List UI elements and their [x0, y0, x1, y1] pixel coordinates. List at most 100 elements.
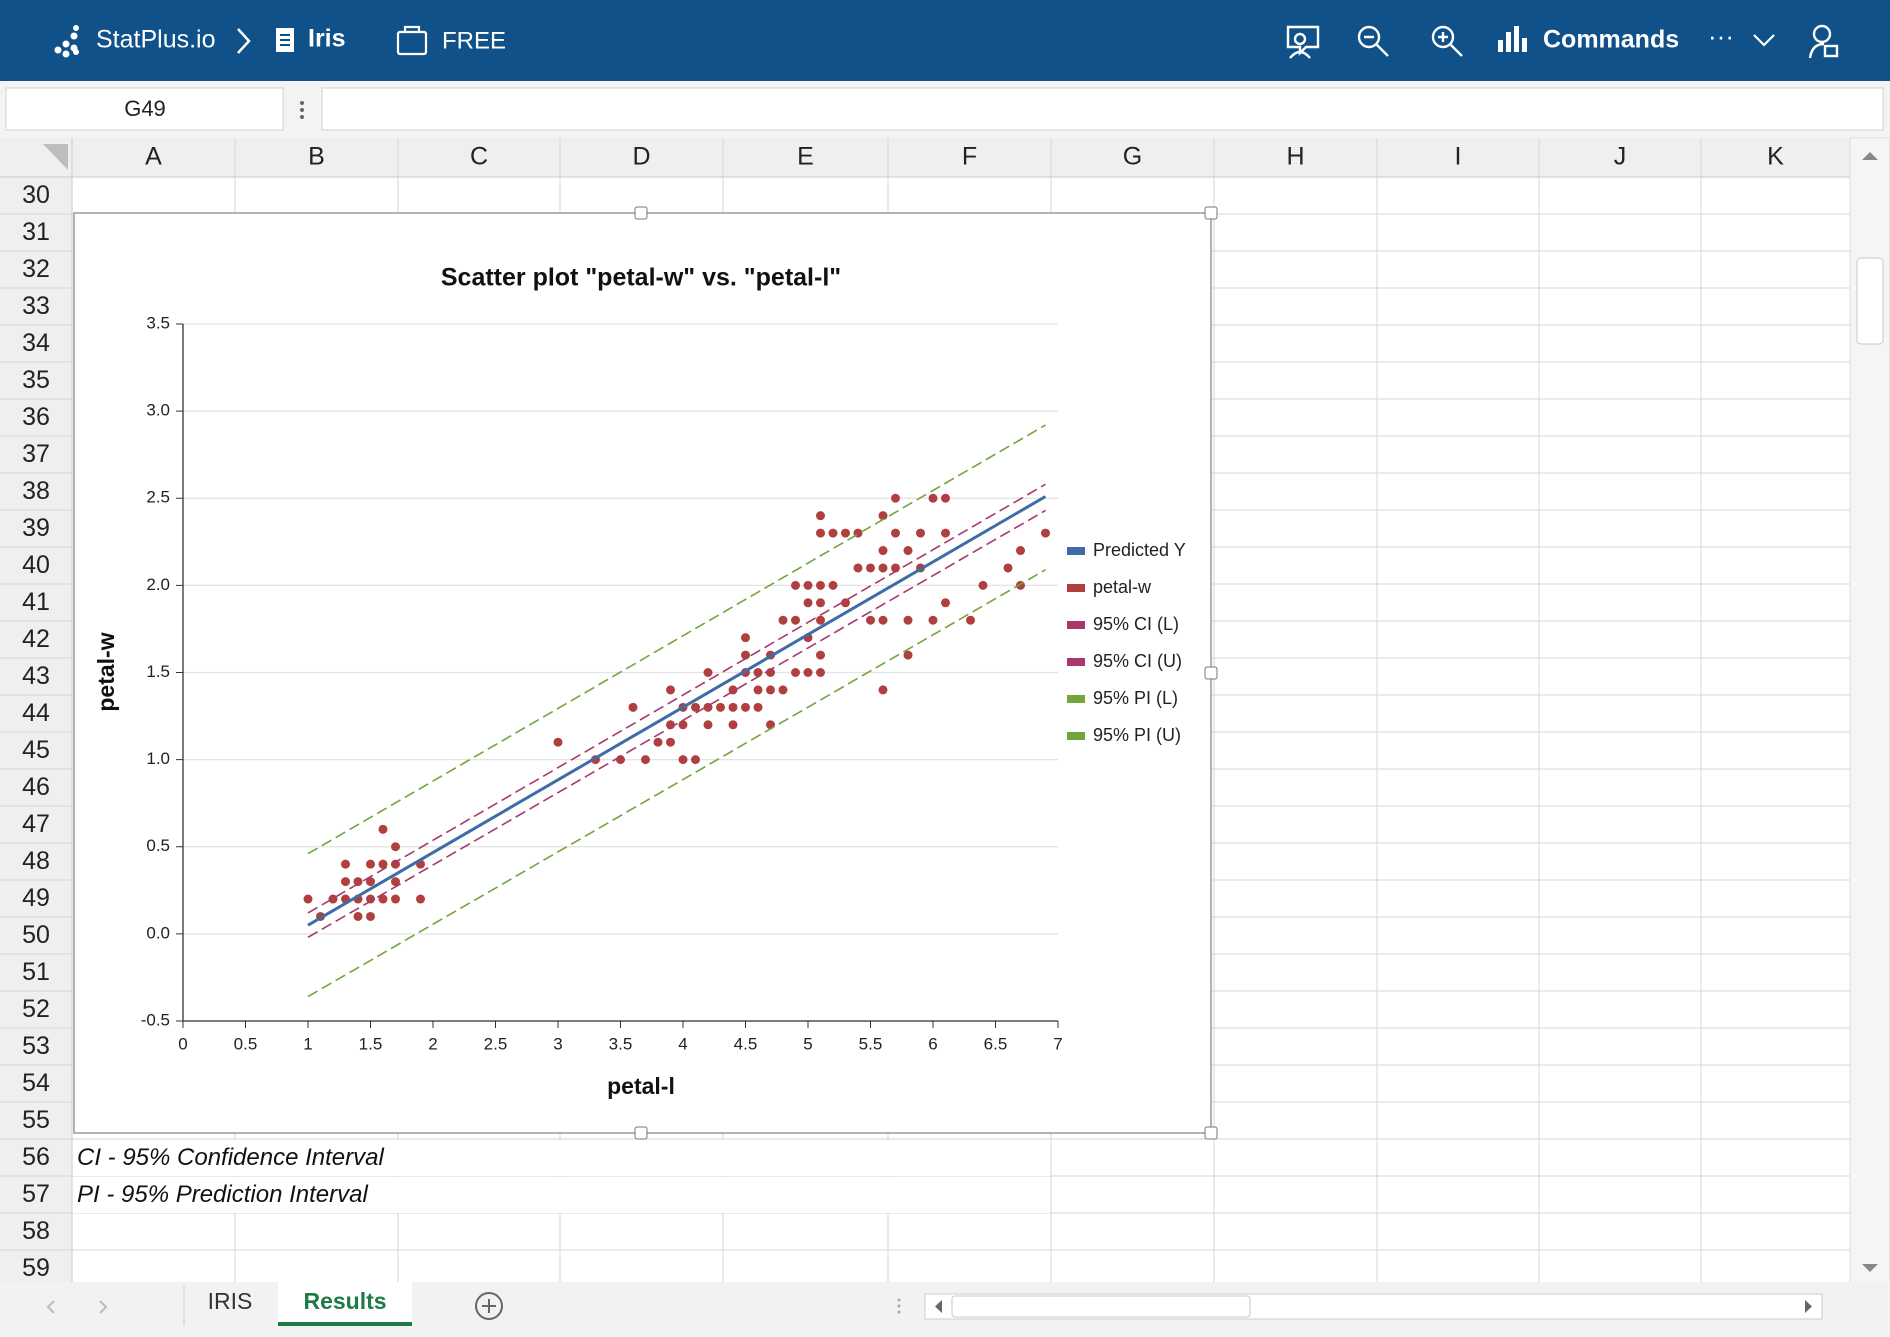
row-header[interactable]: 44 [22, 699, 50, 727]
column-header[interactable]: H [1286, 143, 1304, 171]
data-point [866, 563, 875, 573]
row-header[interactable]: 46 [22, 773, 50, 801]
row-header[interactable]: 48 [22, 847, 50, 875]
column-header[interactable]: K [1767, 143, 1784, 171]
note-text[interactable]: CI - 95% Confidence Interval [77, 1144, 384, 1171]
plan-label[interactable]: FREE [442, 27, 506, 54]
data-point [391, 859, 400, 869]
data-point [941, 528, 950, 538]
resize-handle[interactable] [634, 1126, 648, 1140]
brand-name[interactable]: StatPlus.io [96, 26, 216, 54]
data-point [753, 668, 763, 677]
scroll-up[interactable] [1862, 152, 1878, 160]
select-all[interactable] [43, 144, 68, 170]
data-point [1003, 563, 1013, 573]
row-header[interactable]: 55 [22, 1106, 50, 1134]
row-header[interactable]: 57 [22, 1180, 50, 1208]
scroll-down[interactable] [1862, 1264, 1878, 1272]
row-header[interactable]: 30 [22, 181, 50, 209]
data-point [841, 598, 850, 608]
data-point [666, 737, 675, 747]
resize-handle[interactable] [1204, 1126, 1218, 1140]
column-header[interactable]: E [797, 143, 814, 171]
row-header[interactable]: 51 [22, 958, 50, 986]
legend-swatch [1067, 584, 1085, 592]
y-tick-label: 3.5 [146, 313, 170, 332]
data-point [753, 702, 763, 712]
data-point [378, 859, 388, 869]
toolbar-icons[interactable] [1286, 25, 1463, 59]
row-header[interactable]: 39 [22, 514, 50, 542]
data-point [741, 702, 750, 712]
commands-icon[interactable] [1498, 26, 1527, 52]
resize-handle[interactable] [1204, 206, 1218, 220]
x-tick-label: 0.5 [234, 1034, 258, 1053]
active-tab[interactable] [278, 1282, 412, 1326]
row-header[interactable]: 34 [22, 329, 50, 357]
row-header[interactable]: 58 [22, 1217, 50, 1245]
row-header[interactable]: 36 [22, 403, 50, 431]
y-tick-label: 2.5 [146, 488, 170, 507]
tab-nav[interactable] [46, 1300, 108, 1314]
data-point [341, 877, 350, 887]
row-header[interactable]: 43 [22, 662, 50, 690]
row-header[interactable]: 45 [22, 736, 50, 764]
data-point [866, 615, 875, 625]
row-header[interactable]: 33 [22, 292, 50, 320]
sheet-tab[interactable]: IRIS [208, 1288, 253, 1314]
row-header[interactable]: 49 [22, 884, 50, 912]
collapse-button[interactable] [1753, 34, 1775, 47]
row-header[interactable]: 35 [22, 366, 50, 394]
row-header[interactable]: 32 [22, 255, 50, 283]
row-header[interactable]: 53 [22, 1032, 50, 1060]
sheet-tab[interactable]: Results [303, 1288, 386, 1314]
account-icon[interactable] [1808, 24, 1839, 59]
column-header[interactable]: G [1123, 143, 1142, 171]
workbook-name[interactable]: Iris [308, 25, 346, 53]
column-header[interactable]: C [470, 143, 488, 171]
row-header[interactable]: 54 [22, 1069, 50, 1097]
data-point [741, 633, 750, 643]
data-point [341, 859, 350, 869]
note-cell [73, 1140, 1050, 1176]
commands-button[interactable]: Commands [1543, 26, 1679, 54]
column-header[interactable]: I [1455, 143, 1462, 171]
column-header[interactable]: A [145, 143, 162, 171]
note-text[interactable]: PI - 95% Prediction Interval [77, 1181, 368, 1208]
column-header[interactable]: B [308, 143, 325, 171]
split-handle[interactable] [897, 1298, 901, 1314]
more-button[interactable]: ··· [1708, 21, 1734, 51]
row-header[interactable]: 52 [22, 995, 50, 1023]
row-header[interactable]: 42 [22, 625, 50, 653]
data-point [941, 493, 950, 503]
column-header[interactable]: D [632, 143, 650, 171]
add-sheet[interactable] [475, 1292, 503, 1320]
x-tick-label: 5.5 [859, 1034, 883, 1053]
formula-menu[interactable] [300, 101, 304, 119]
formula-input[interactable] [321, 87, 1884, 131]
row-header[interactable]: 31 [22, 218, 50, 246]
column-header[interactable]: F [962, 143, 977, 171]
row-header[interactable]: 50 [22, 921, 50, 949]
row-header[interactable]: 41 [22, 588, 50, 616]
name-box-value[interactable]: G49 [124, 96, 166, 121]
row-header[interactable]: 47 [22, 810, 50, 838]
resize-handle[interactable] [634, 206, 648, 220]
brand-logo[interactable] [54, 25, 80, 58]
resize-handle[interactable] [1204, 666, 1218, 680]
horizontal-scroll-thumb[interactable] [951, 1295, 1251, 1318]
row-header[interactable]: 59 [22, 1254, 50, 1282]
vertical-scroll-thumb[interactable] [1856, 257, 1884, 345]
legend-label: Predicted Y [1093, 540, 1186, 560]
fit-line [307, 495, 1047, 927]
data-point [816, 511, 825, 521]
row-header[interactable]: 40 [22, 551, 50, 579]
row-header[interactable]: 37 [22, 440, 50, 468]
y-tick-label: 1.5 [146, 662, 170, 681]
name-box[interactable] [5, 87, 284, 131]
column-header[interactable]: J [1614, 143, 1627, 171]
row-header[interactable]: 38 [22, 477, 50, 505]
row-header[interactable]: 56 [22, 1143, 50, 1171]
data-point [353, 877, 363, 887]
